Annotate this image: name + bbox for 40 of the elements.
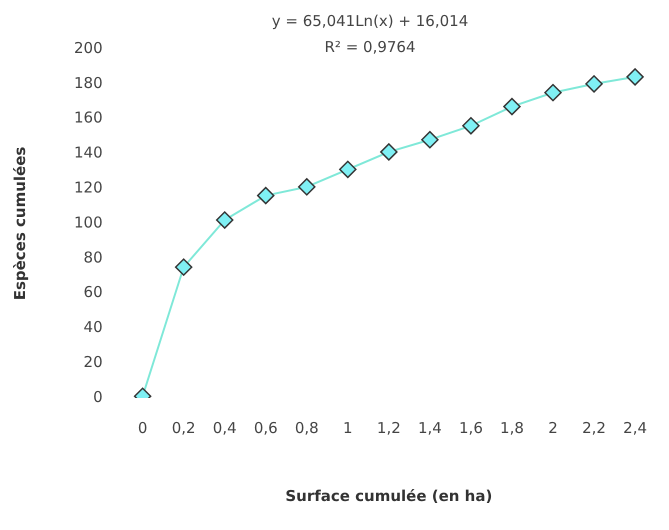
point [544, 84, 562, 102]
y-tick-label: 120 [74, 178, 103, 196]
y-tick-label: 60 [84, 283, 103, 302]
x-tick-label: 0,4 [212, 418, 237, 437]
x-tick-label: 1 [343, 418, 353, 437]
y-tick-label: 0 [93, 388, 103, 406]
point [626, 68, 644, 86]
x-axis-title: Surface cumulée (en ha) [285, 486, 492, 505]
x-tick-label: 2,4 [623, 418, 647, 437]
x-tick-label: 1,2 [376, 418, 401, 437]
point [462, 117, 480, 135]
annotation: R² = 0,9764 [323, 37, 417, 58]
point [298, 178, 316, 196]
y-tick-label: 20 [84, 352, 103, 371]
x-tick-label: 1,6 [458, 418, 483, 437]
point [421, 130, 439, 148]
point [339, 160, 357, 178]
x-tick-label: 0,2 [172, 418, 196, 437]
point [216, 211, 234, 229]
x-tick-label: 2,2 [582, 418, 606, 437]
y-tick-label: 180 [74, 74, 103, 92]
y-tick-label: 40 [84, 318, 103, 336]
point [174, 258, 192, 276]
x-tick-label: 0 [138, 418, 148, 437]
x-tick-label: 2 [548, 418, 558, 437]
y-tick-label: 100 [74, 213, 103, 232]
y-axis-title: Espèces cumulées [10, 146, 29, 300]
point [380, 143, 398, 161]
text: y = 65,041Ln(x) + 16,014 [270, 11, 470, 32]
y-tick-label: 140 [74, 144, 103, 162]
y-tick-label: 200 [74, 38, 103, 57]
x-tick-label: 1,8 [500, 418, 524, 437]
x-tick-label: 0,6 [254, 418, 278, 437]
point [503, 98, 521, 116]
point [256, 186, 274, 204]
point [585, 75, 603, 93]
x-tick-label: 1,4 [418, 418, 442, 437]
y-tick-label: 80 [84, 248, 103, 266]
x-tick-label: 0,8 [294, 418, 319, 437]
y-tick-label: 160 [74, 108, 103, 127]
